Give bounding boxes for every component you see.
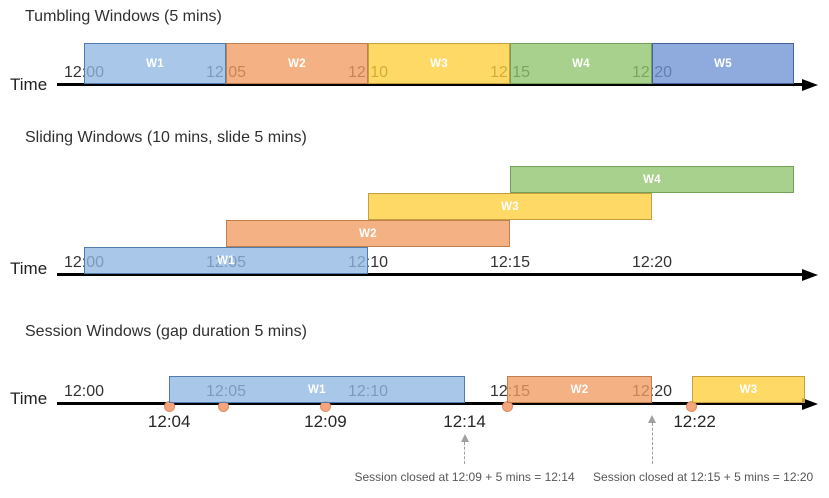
arrow-head xyxy=(648,415,656,423)
window-label: W3 xyxy=(739,383,758,396)
session-close-arrow-icon xyxy=(460,434,469,464)
window-w3: W3 xyxy=(368,43,510,84)
axis-arrowhead-icon xyxy=(802,268,818,281)
time-axis-line xyxy=(57,402,804,405)
window-label: W1 xyxy=(146,57,164,70)
window-label: W3 xyxy=(430,57,448,70)
window-w2: W2 xyxy=(226,220,510,247)
section-title-sliding: Sliding Windows (10 mins, slide 5 mins) xyxy=(25,129,307,146)
window-label: W2 xyxy=(288,57,306,70)
arrow-head xyxy=(460,434,469,442)
time-axis-line xyxy=(57,273,804,276)
window-w2: W2 xyxy=(226,43,368,84)
window-w2: W2 xyxy=(507,376,652,403)
window-label: W4 xyxy=(643,173,661,186)
arrow-stem xyxy=(464,442,466,464)
window-w1: W1 xyxy=(84,43,226,84)
window-label: W1 xyxy=(307,383,326,396)
window-label: W2 xyxy=(570,383,589,396)
tick-12-00: 12:00 xyxy=(63,383,105,400)
session-close-arrow-icon xyxy=(648,415,657,464)
axis-arrowhead-icon xyxy=(802,397,818,410)
window-w3: W3 xyxy=(691,376,806,403)
tick-12-20: 12:20 xyxy=(631,254,673,271)
arrow-stem xyxy=(651,423,653,464)
time-axis-label: Time xyxy=(10,75,48,94)
session-close-note: Session closed at 12:15 + 5 mins = 12:20 xyxy=(593,470,814,484)
time-axis-line xyxy=(57,83,804,86)
window-label: W2 xyxy=(359,227,377,240)
event-time-12-14: 12:14 xyxy=(443,412,486,431)
window-w1: W1 xyxy=(84,247,368,274)
window-w1: W1 xyxy=(169,376,465,403)
event-time-12-04: 12:04 xyxy=(147,412,191,431)
window-w5: W5 xyxy=(652,43,794,84)
section-title-session: Session Windows (gap duration 5 mins) xyxy=(25,323,307,340)
window-label: W4 xyxy=(572,57,590,70)
window-label: W1 xyxy=(217,254,235,267)
window-w3: W3 xyxy=(368,193,652,220)
event-time-12-09: 12:09 xyxy=(304,412,347,431)
window-label: W5 xyxy=(714,57,732,70)
tick-12-15: 12:15 xyxy=(489,254,531,271)
time-axis-label: Time xyxy=(10,389,48,408)
window-w4: W4 xyxy=(510,166,794,193)
window-w4: W4 xyxy=(510,43,652,84)
time-axis-label: Time xyxy=(10,259,48,278)
axis-arrowhead-icon xyxy=(802,78,818,91)
section-title-tumbling: Tumbling Windows (5 mins) xyxy=(25,8,222,25)
session-close-note: Session closed at 12:09 + 5 mins = 12:14 xyxy=(354,470,575,484)
event-time-12-22: 12:22 xyxy=(673,412,716,431)
window-label: W3 xyxy=(501,200,519,213)
